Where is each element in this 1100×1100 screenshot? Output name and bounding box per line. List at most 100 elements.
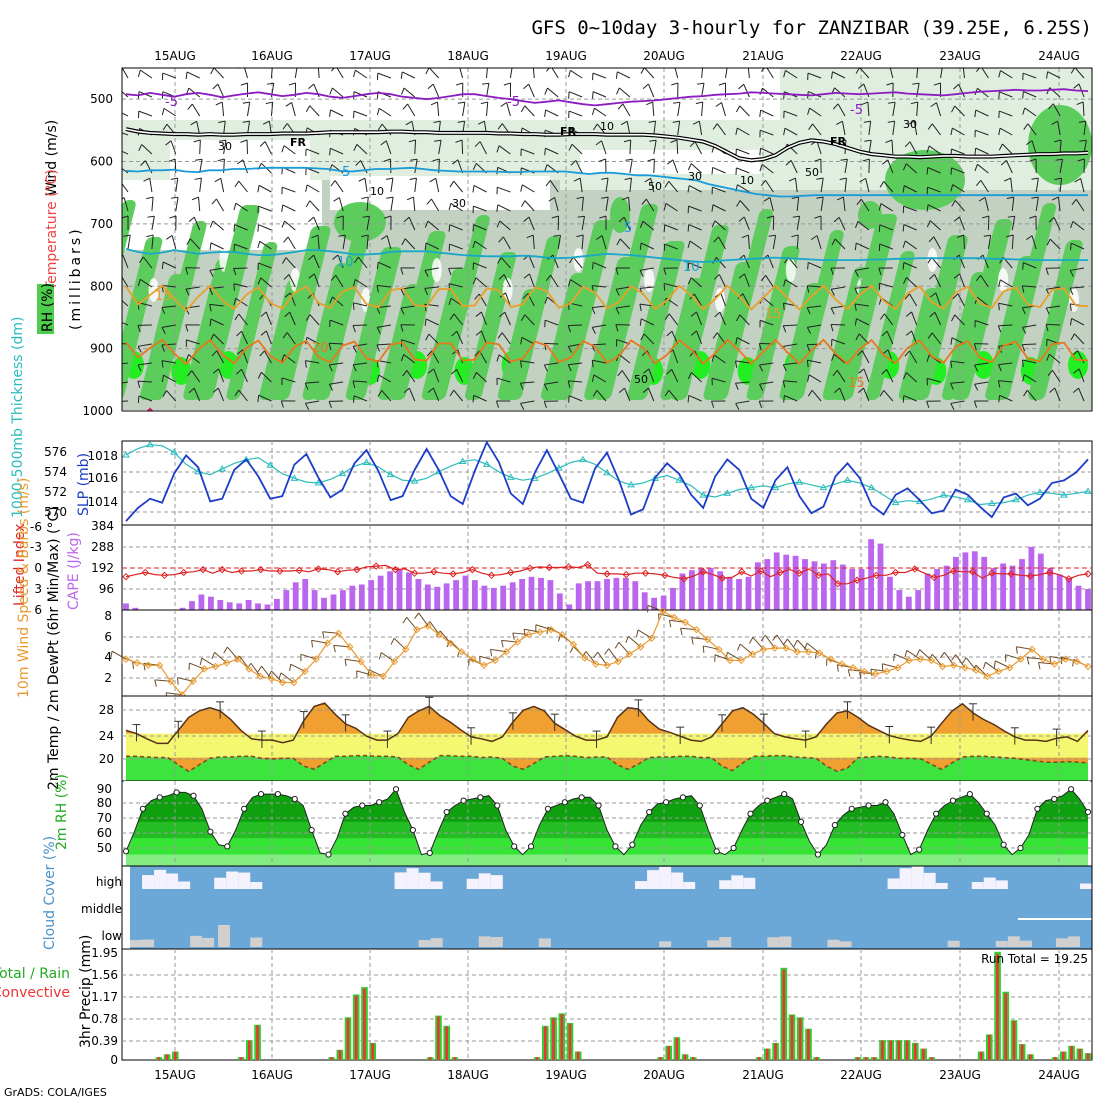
upper-air-wind-barb [528, 254, 535, 269]
upper-air-wind-barb [940, 68, 943, 79]
wind10m-barb [618, 641, 630, 655]
upper-air-wind-barb-flag [209, 319, 212, 327]
upper-air-wind-barb-flag [236, 349, 244, 355]
cape-bar [406, 572, 412, 610]
upper-air-wind-barb [952, 127, 965, 136]
upper-air-wind-barb-flag [738, 216, 745, 222]
wind10m-marker [480, 661, 488, 669]
upper-air-wind-barb [1011, 234, 1014, 250]
rh2m-marker [561, 799, 568, 806]
lifted-index-marker [834, 580, 842, 588]
upper-air-wind-barb [505, 292, 511, 307]
precip-convective-label: Convective [0, 985, 70, 1001]
upper-air-wind-barb [761, 164, 774, 174]
upper-air-wind-barb [335, 274, 344, 288]
precip-convective-bar [363, 988, 366, 1060]
upper-air-wind-barb-flag [1000, 159, 1007, 166]
upper-air-wind-barb [911, 311, 918, 326]
upper-air-wind-barb-flag [1045, 324, 1049, 332]
upper-air-wind-barb-flag [742, 64, 748, 67]
cape-bar [198, 594, 205, 610]
rh2m-marker [595, 802, 602, 809]
rh2m-marker [257, 790, 265, 798]
upper-air-wind-barb-flag [185, 354, 189, 362]
upper-air-wind-barb [1074, 68, 1085, 79]
cloud-low-bar [478, 936, 491, 947]
dewpoint2m-line [126, 754, 1089, 773]
upper-air-wind-barb-flag [284, 311, 291, 318]
upper-air-wind-barb-flag [982, 215, 990, 219]
wind10m-barb-flag [278, 672, 282, 680]
wind10m-marker [938, 662, 947, 671]
cape-bar [877, 543, 884, 610]
upper-air-wind-barb-flag [187, 370, 193, 377]
rh-contour-label: 10 [740, 174, 754, 187]
upper-air-wind-barb [473, 205, 487, 212]
upper-air-wind-barb [456, 331, 464, 345]
upper-air-wind-barb-flag [766, 215, 774, 219]
upper-air-wind-barb-flag [520, 337, 523, 345]
rh2m-marker [662, 799, 670, 806]
bottom-day-label: 16AUG [251, 1068, 293, 1082]
precip-convective-bar [1020, 1044, 1024, 1060]
upper-air-wind-barb-flag [282, 257, 287, 264]
upper-air-wind-barb-flag [663, 268, 667, 276]
cape-bar [858, 569, 865, 610]
upper-air-wind-barb-flag [902, 262, 905, 270]
upper-air-wind-barb [859, 68, 870, 79]
upper-air-wind-barb [1024, 107, 1037, 117]
precip-tick-label: 1.95 [91, 946, 118, 960]
upper-air-wind-barb-flag [759, 384, 764, 391]
upper-air-wind-barb [1011, 216, 1016, 231]
upper-air-wind-barb-flag [807, 262, 809, 270]
upper-air-wind-barb [975, 109, 989, 117]
upper-air-wind-barb [404, 238, 416, 250]
rh-saturated-core [1068, 351, 1088, 379]
upper-air-wind-barb-flag [596, 235, 603, 240]
upper-air-wind-barb [264, 350, 272, 364]
upper-air-wind-barb [122, 91, 129, 98]
upper-air-wind-barb-flag [190, 120, 197, 126]
upper-air-wind-barb [189, 238, 201, 250]
rh-dry-pocket [927, 248, 938, 272]
upper-air-wind-barb [283, 145, 296, 155]
lifted-index-marker [430, 568, 438, 576]
upper-air-wind-barb [218, 368, 225, 383]
upper-air-wind-barb-flag [162, 123, 168, 131]
upper-air-wind-barb [837, 103, 846, 117]
upper-air-wind-barb [665, 203, 678, 212]
upper-air-wind-barb-flag [591, 360, 594, 368]
top-day-label: 17AUG [349, 49, 391, 63]
rh-moist-patch [334, 202, 386, 242]
upper-air-wind-barb-flag [114, 401, 116, 408]
wind10m-marker [759, 645, 768, 654]
wind10m-marker [614, 657, 622, 666]
upper-air-wind-barb-flag [472, 395, 475, 403]
upper-air-wind-barb-flag [1021, 285, 1025, 293]
upper-air-wind-barb [568, 395, 583, 402]
thickness-marker [1060, 491, 1068, 498]
wind10m-barb [797, 639, 809, 653]
upper-air-wind-barb [618, 353, 631, 364]
upper-air-wind-barb [122, 322, 129, 326]
upper-air-wind-barb [432, 387, 440, 402]
wind10m-marker [513, 638, 522, 646]
cape-bar [1085, 589, 1091, 610]
temp2m-axis-label: 2m Temp / 2m DewPt (6hr Min/Max) (°C) [46, 506, 62, 790]
precip-convective-bar [453, 1057, 457, 1060]
precip-convective-bar [1078, 1048, 1082, 1060]
upper-air-wind-barb-flag [496, 354, 500, 362]
precip-convective-bar [692, 1057, 695, 1060]
precip-convective-bar [338, 1050, 342, 1060]
upper-air-wind-barb [260, 277, 272, 288]
upper-air-wind-barb-flag [281, 220, 286, 228]
lifted-index-marker [199, 565, 207, 574]
upper-air-wind-barb-flag [672, 120, 680, 123]
upper-air-wind-barb-flag [692, 120, 700, 125]
upper-air-wind-barb [739, 314, 750, 326]
upper-air-wind-barb-flag [282, 332, 288, 339]
upper-air-wind-barb-flag [234, 389, 240, 397]
upper-air-wind-barb-flag [644, 177, 651, 183]
upper-air-wind-barb-flag [663, 203, 667, 211]
upper-air-wind-barb [696, 311, 703, 326]
